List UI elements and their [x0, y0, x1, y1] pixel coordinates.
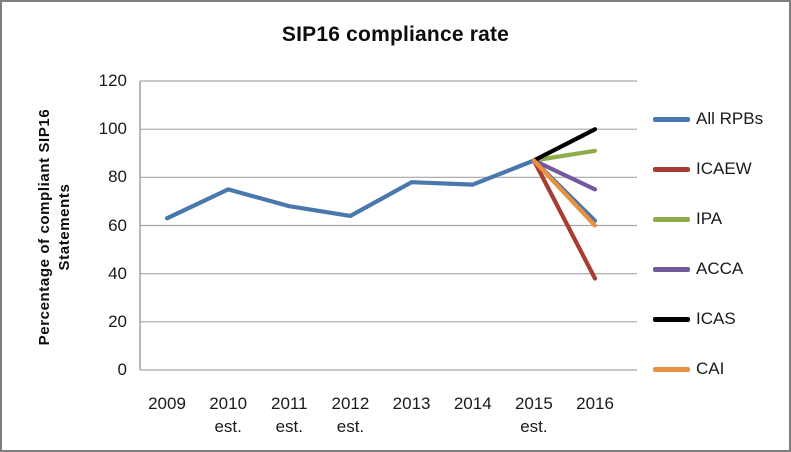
series-line-acca [531, 158, 598, 192]
y-tick-label-40: 40 [108, 263, 127, 283]
y-tick-label-20: 20 [108, 311, 127, 331]
x-tick-label-2015-est-: 2015 est. [514, 394, 553, 436]
legend-label-all-rpbs: All RPBs [696, 109, 764, 128]
y-tick-label-100: 100 [98, 119, 127, 139]
legend-swatch-acca [653, 266, 690, 272]
series-line-cai [531, 158, 598, 228]
legend-label-ipa: IPA [696, 209, 723, 228]
legend-label-icas: ICAS [696, 309, 736, 328]
legend-label-icaew: ICAEW [696, 159, 752, 178]
legend-swatch-cai [653, 366, 690, 372]
legend-label-cai: CAI [696, 359, 725, 378]
legend-swatch-icaew [653, 166, 690, 172]
legend-item-all-rpbs: All RPBs [653, 94, 763, 144]
legend: All RPBs ICAEW IPA ACCA ICAS CAI [653, 94, 763, 394]
legend-label-acca: ACCA [696, 259, 744, 278]
series-line-ipa [531, 148, 598, 163]
y-tick-label-60: 60 [108, 215, 127, 235]
legend-item-acca: ACCA [653, 244, 763, 294]
x-tick-label-2010-est-: 2010 est. [209, 394, 248, 436]
series-line-icas [531, 127, 598, 163]
legend-item-icas: ICAS [653, 294, 763, 344]
x-tick-label-2013: 2013 [392, 394, 431, 413]
legend-swatch-icas [653, 316, 690, 322]
series-line-icaew [531, 158, 598, 281]
y-tick-label-0: 0 [117, 360, 127, 379]
legend-swatch-ipa [653, 216, 690, 222]
x-tick-label-2011-est-: 2011 est. [271, 394, 308, 436]
x-tick-label-2009: 2009 [148, 394, 186, 413]
legend-item-ipa: IPA [653, 194, 763, 244]
x-tick-label-2012-est-: 2012 est. [331, 394, 370, 436]
legend-item-icaew: ICAEW [653, 144, 763, 194]
y-tick-label-120: 120 [98, 71, 127, 90]
legend-item-cai: CAI [653, 344, 763, 394]
series-line-all-rpbs [164, 158, 598, 223]
x-tick-label-2014: 2014 [453, 394, 492, 413]
y-tick-label-80: 80 [108, 167, 127, 187]
x-tick-label-2016: 2016 [576, 394, 614, 413]
chart-title: SIP16 compliance rate [281, 23, 510, 46]
legend-swatch-all-rpbs [653, 116, 690, 122]
